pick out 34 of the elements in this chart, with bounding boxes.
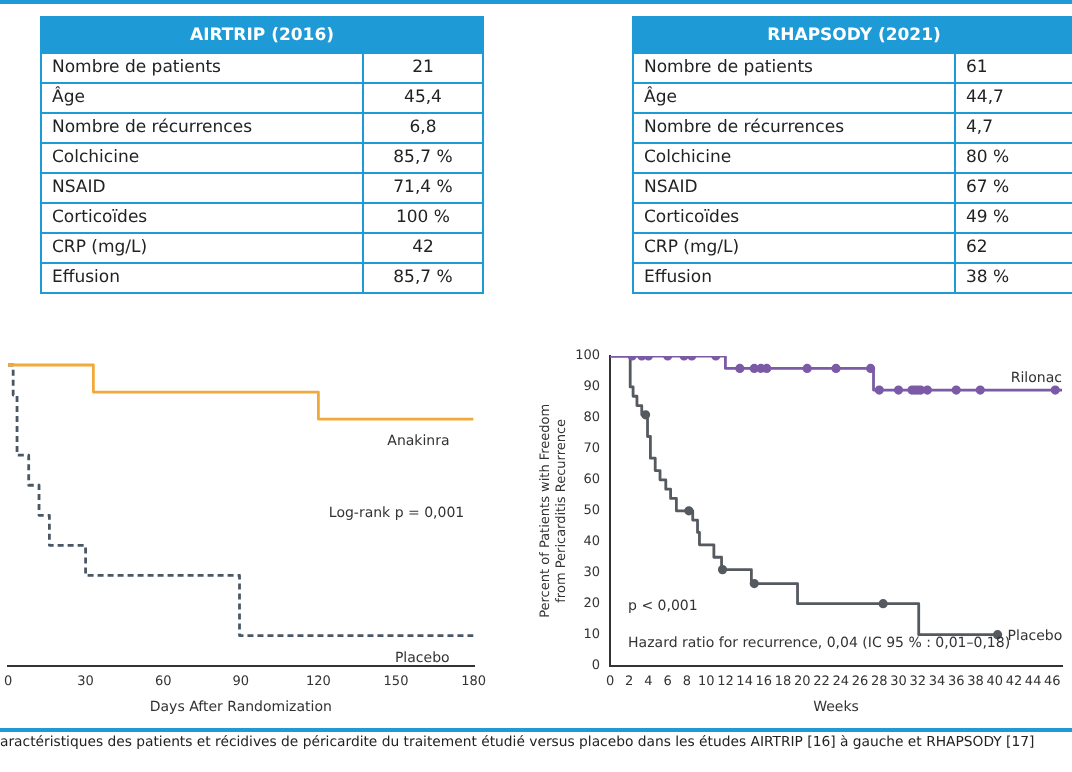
text: 62: [955, 233, 1072, 263]
text: NSAID: [633, 173, 955, 203]
text: 45,4: [363, 83, 483, 113]
text: Nombre de patients: [41, 53, 363, 83]
text: 4,7: [955, 113, 1072, 143]
text: CRP (mg/L): [633, 233, 955, 263]
text: Nombre de récurrences: [41, 113, 363, 143]
text: 38 %: [955, 263, 1072, 293]
text: 49 %: [955, 203, 1072, 233]
text: 71,4 %: [363, 173, 483, 203]
text: Effusion: [41, 263, 363, 293]
text: Colchicine: [41, 143, 363, 173]
text: 42: [363, 233, 483, 263]
text: Colchicine: [633, 143, 955, 173]
text: 6,8: [363, 113, 483, 143]
text: 80 %: [955, 143, 1072, 173]
text: Âge: [41, 83, 363, 113]
text: 21: [363, 53, 483, 83]
text: Corticoïdes: [41, 203, 363, 233]
text: 85,7 %: [363, 143, 483, 173]
text: 44,7: [955, 83, 1072, 113]
text: RHAPSODY (2021): [633, 17, 1072, 53]
text: 67 %: [955, 173, 1072, 203]
text: Effusion: [633, 263, 955, 293]
text: Nombre de patients: [633, 53, 955, 83]
text: 61: [955, 53, 1072, 83]
text: 100 %: [363, 203, 483, 233]
text: Corticoïdes: [633, 203, 955, 233]
text: NSAID: [41, 173, 363, 203]
text: CRP (mg/L): [41, 233, 363, 263]
text: Nombre de récurrences: [633, 113, 955, 143]
text: Âge: [633, 83, 955, 113]
text: 85,7 %: [363, 263, 483, 293]
text: AIRTRIP (2016): [41, 17, 483, 53]
